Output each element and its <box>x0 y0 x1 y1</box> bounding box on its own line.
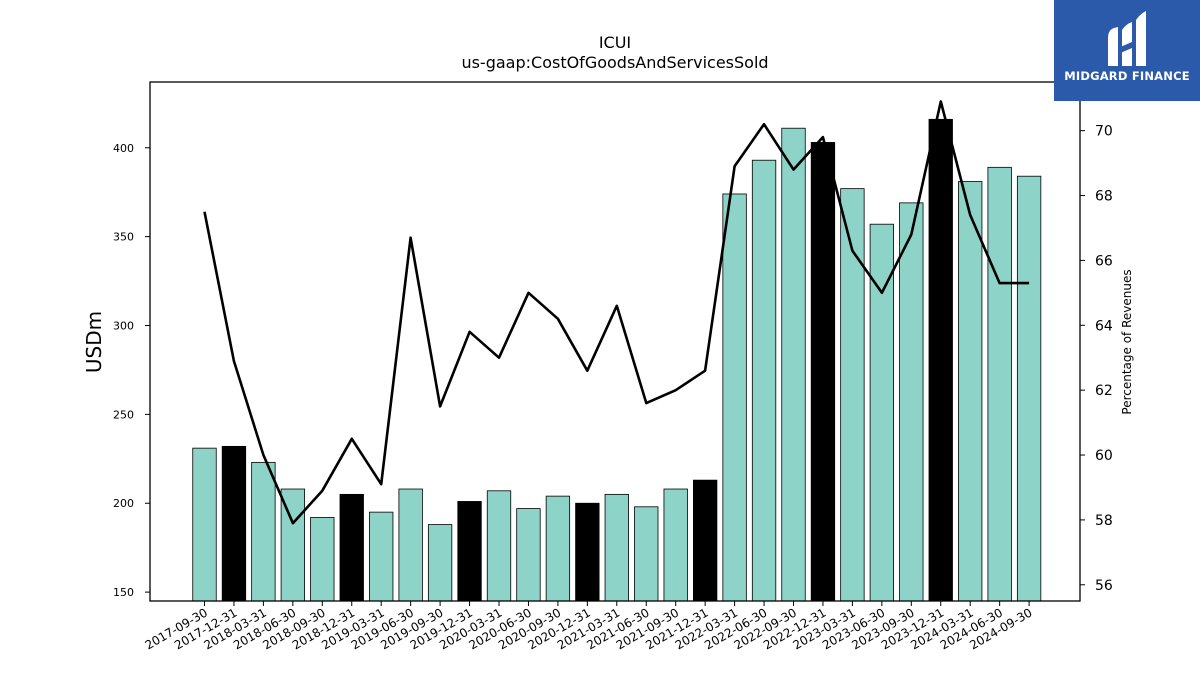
y-tick-label: 200 <box>113 497 134 510</box>
y2-tick-label: 58 <box>1095 513 1113 529</box>
bar <box>427 524 453 602</box>
bar <box>339 493 364 602</box>
y-tick-label: 250 <box>113 408 134 421</box>
percentage-line <box>203 100 1030 525</box>
y-tick-label: 350 <box>113 231 134 244</box>
y-axis-label: USDm <box>82 311 106 373</box>
bar <box>575 502 600 602</box>
bar <box>987 166 1012 602</box>
bar <box>398 488 423 602</box>
bar <box>486 490 512 602</box>
bar <box>251 461 276 602</box>
bar <box>634 506 659 602</box>
bar <box>545 495 571 602</box>
y2-tick-label: 60 <box>1095 448 1113 464</box>
y-tick-label: 300 <box>113 320 134 333</box>
y2-tick-label: 66 <box>1095 253 1113 269</box>
y2-tick-label: 68 <box>1095 189 1113 205</box>
chart-title: ICUI <box>599 33 631 52</box>
bars-group <box>192 118 1042 602</box>
bar <box>604 493 629 602</box>
y2-axis: 56 58 60 62 64 66 68 70 <box>1080 124 1113 594</box>
bar <box>516 508 541 602</box>
y2-axis-label: Percentage of Revenues <box>1120 269 1134 414</box>
bar <box>369 511 394 602</box>
midgard-logo-icon <box>1108 11 1146 66</box>
bar <box>751 159 777 602</box>
y2-tick-label: 70 <box>1095 124 1113 140</box>
plot-frame <box>149 81 1081 602</box>
bar <box>928 118 953 602</box>
y2-tick-label: 56 <box>1095 578 1113 594</box>
bar <box>663 488 688 602</box>
bar <box>457 501 482 602</box>
bar <box>810 142 836 602</box>
y-tick-label: 150 <box>113 586 134 599</box>
y2-tick-label: 64 <box>1095 318 1113 334</box>
bar <box>221 445 247 602</box>
bar <box>899 202 924 602</box>
y-tick-label: 400 <box>113 142 134 155</box>
midgard-finance-logo: MIDGARD FINANCE <box>1054 0 1200 101</box>
logo-text: MIDGARD FINANCE <box>1064 69 1190 83</box>
bar <box>781 127 806 602</box>
bar <box>310 517 335 602</box>
line-group <box>203 100 1030 525</box>
y2-tick-label: 62 <box>1095 383 1113 399</box>
bar <box>192 447 217 602</box>
x-axis: 2017-09-302017-12-312018-03-312018-06-30… <box>143 601 1035 652</box>
bar <box>693 479 718 602</box>
y-axis: 150 200 250 300 350 400 <box>113 142 150 599</box>
bar <box>958 181 983 602</box>
bar <box>1016 175 1042 602</box>
bar <box>722 193 747 602</box>
chart-subtitle: us-gaap:CostOfGoodsAndServicesSold <box>461 53 768 72</box>
